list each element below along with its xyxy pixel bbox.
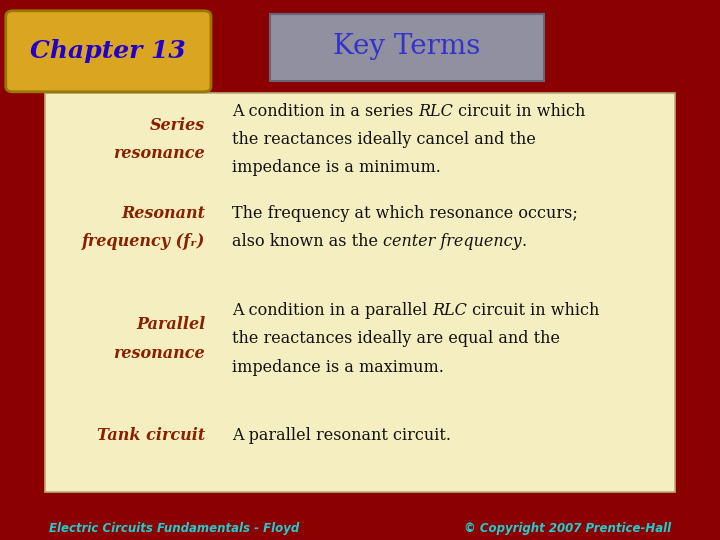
Text: A condition in a parallel: A condition in a parallel xyxy=(232,302,432,319)
Text: RLC: RLC xyxy=(432,302,467,319)
Text: Resonant: Resonant xyxy=(121,205,205,222)
FancyBboxPatch shape xyxy=(45,93,675,492)
Text: impedance is a minimum.: impedance is a minimum. xyxy=(232,159,441,176)
Text: Key Terms: Key Terms xyxy=(333,33,480,60)
Text: resonance: resonance xyxy=(114,345,205,361)
Text: frequency (fᵣ): frequency (fᵣ) xyxy=(82,233,205,250)
Text: Parallel: Parallel xyxy=(136,316,205,333)
Text: Chapter 13: Chapter 13 xyxy=(30,39,186,63)
Text: Electric Circuits Fundamentals - Floyd: Electric Circuits Fundamentals - Floyd xyxy=(49,522,300,535)
Text: circuit in which: circuit in which xyxy=(453,103,585,119)
FancyBboxPatch shape xyxy=(270,14,544,81)
Text: © Copyright 2007 Prentice-Hall: © Copyright 2007 Prentice-Hall xyxy=(464,522,671,535)
Text: impedance is a maximum.: impedance is a maximum. xyxy=(232,359,444,375)
Text: the reactances ideally cancel and the: the reactances ideally cancel and the xyxy=(232,131,536,147)
Text: The frequency at which resonance occurs;: The frequency at which resonance occurs; xyxy=(232,205,577,222)
Text: Tank circuit: Tank circuit xyxy=(97,427,205,443)
FancyBboxPatch shape xyxy=(6,11,211,92)
Text: also known as the: also known as the xyxy=(232,233,383,250)
Text: A condition in a series: A condition in a series xyxy=(232,103,418,119)
Text: RLC: RLC xyxy=(418,103,453,119)
Text: A parallel resonant circuit.: A parallel resonant circuit. xyxy=(232,427,451,443)
Text: Series: Series xyxy=(150,117,205,133)
Text: .: . xyxy=(521,233,527,250)
Text: the reactances ideally are equal and the: the reactances ideally are equal and the xyxy=(232,330,560,347)
Text: resonance: resonance xyxy=(114,145,205,161)
Text: circuit in which: circuit in which xyxy=(467,302,600,319)
Text: center frequency: center frequency xyxy=(383,233,521,250)
